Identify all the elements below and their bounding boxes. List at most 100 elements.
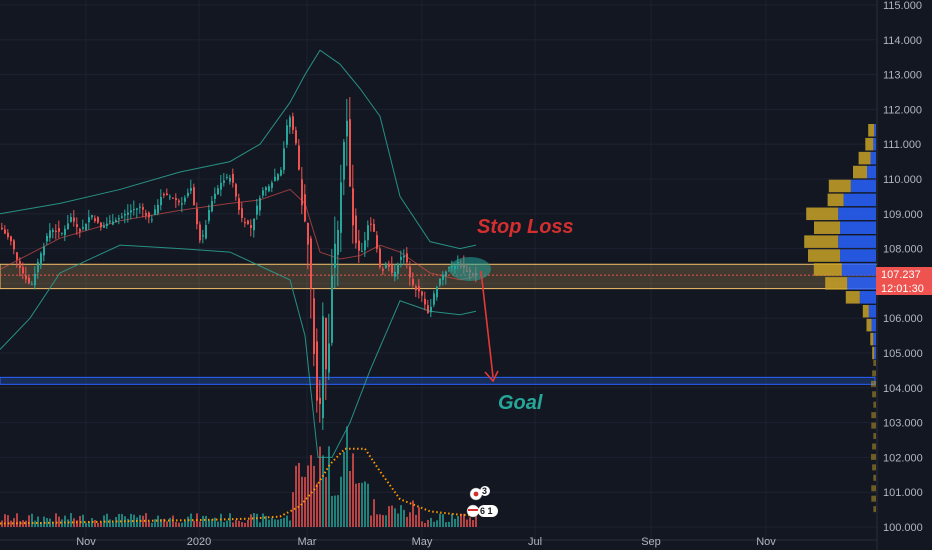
- volume-bar: [202, 515, 204, 527]
- time-axis[interactable]: Nov 2020 Mar May Jul Sep Nov: [0, 536, 877, 548]
- volume-bar: [187, 516, 189, 527]
- vp-bar-up: [840, 249, 876, 262]
- volume-bar: [382, 515, 384, 527]
- vp-bar-up: [873, 137, 876, 151]
- volume-bar: [286, 515, 288, 527]
- volume-bar: [217, 521, 219, 527]
- candle-body: [232, 173, 234, 183]
- candle-body: [367, 225, 369, 241]
- volume-bar: [430, 517, 432, 527]
- volume-bar: [358, 482, 360, 527]
- candle-body: [88, 217, 90, 223]
- candle-body: [37, 262, 39, 273]
- candle-body: [139, 206, 141, 208]
- volume-bar: [1, 520, 3, 527]
- vp-bar-tail: [871, 495, 876, 502]
- volume-bar: [343, 451, 345, 527]
- stop-loss-zone: [0, 263, 878, 290]
- candle-body: [445, 271, 447, 277]
- candle-body: [19, 261, 21, 269]
- candle-body: [148, 212, 150, 218]
- price-axis[interactable]: 100.000 101.000 102.000 103.000 104.000 105.0…: [876, 0, 923, 550]
- candle-body: [256, 205, 258, 215]
- volume-profile: [804, 124, 876, 513]
- candle-body: [265, 187, 267, 191]
- candle-body: [40, 253, 42, 266]
- volume-bar: [22, 520, 24, 527]
- candle-body: [418, 286, 420, 292]
- volume-bars: [0, 426, 477, 527]
- volume-bar: [136, 517, 138, 527]
- candle-body: [73, 217, 75, 222]
- volume-bar: [364, 481, 366, 527]
- annotations: Stop Loss Goal 3 6 1: [449, 216, 574, 518]
- vp-bar-up: [841, 263, 876, 276]
- vp-bar-up: [874, 124, 876, 137]
- candle-body: [43, 246, 45, 256]
- candle-body: [412, 279, 414, 286]
- volume-bar: [337, 495, 339, 527]
- candle-body: [199, 224, 201, 241]
- volume-bar: [385, 515, 387, 527]
- badge-pill: [478, 505, 498, 517]
- candle-body: [133, 209, 135, 211]
- volume-bar: [118, 513, 120, 527]
- volume-bar: [190, 513, 192, 527]
- volume-bar: [406, 516, 408, 527]
- volume-bar: [232, 522, 234, 527]
- candle-body: [46, 235, 48, 242]
- volume-bar: [271, 517, 273, 527]
- volume-bar: [409, 512, 411, 527]
- volume-bar: [451, 513, 453, 527]
- volume-bar: [235, 519, 237, 527]
- badge-count-bottom: 6 1: [480, 506, 493, 516]
- candle-body: [244, 221, 246, 224]
- candle-body: [448, 267, 450, 269]
- volume-bar: [19, 521, 21, 527]
- event-badges[interactable]: 3 6 1: [466, 486, 498, 518]
- volume-bar: [469, 517, 471, 527]
- candle-body: [211, 201, 213, 212]
- volume-bar: [4, 514, 6, 527]
- volume-bar: [244, 522, 246, 527]
- candle-body: [25, 275, 27, 280]
- candle-body: [214, 193, 216, 199]
- candle-body: [295, 130, 297, 144]
- candle-body: [349, 119, 351, 187]
- volume-bar: [121, 514, 123, 527]
- candle-body: [247, 220, 249, 225]
- y-tick-label: 104.000: [883, 383, 923, 395]
- volume-bar: [346, 426, 348, 527]
- volume-bar: [241, 522, 243, 527]
- countdown-value: 12:01:30: [881, 283, 924, 295]
- volume-bar: [292, 492, 294, 527]
- vp-bar-up: [873, 332, 876, 346]
- candle-body: [280, 169, 282, 176]
- volume-bar: [127, 518, 129, 527]
- x-tick-label: Nov: [756, 536, 776, 548]
- candle-body: [316, 341, 318, 401]
- volume-bar: [376, 514, 378, 527]
- vp-bar-tail: [871, 412, 876, 419]
- volume-bar: [76, 520, 78, 527]
- vp-bar-up: [870, 151, 876, 165]
- volume-bar: [265, 515, 267, 527]
- volume-bar: [193, 520, 195, 527]
- candle-body: [358, 240, 360, 251]
- candle-body: [94, 218, 96, 221]
- candle-body: [190, 188, 192, 191]
- vp-bar-tail: [871, 422, 876, 429]
- candle-body: [100, 222, 102, 228]
- candle-body: [28, 277, 30, 284]
- volume-bar: [25, 520, 27, 527]
- volume-bar: [394, 508, 396, 527]
- candle-body: [79, 229, 81, 232]
- candle-body: [223, 180, 225, 183]
- volume-bar: [331, 495, 333, 527]
- x-tick-label: May: [412, 536, 433, 548]
- candle-body: [430, 306, 432, 313]
- candle-body: [118, 218, 120, 220]
- volume-bar: [442, 514, 444, 527]
